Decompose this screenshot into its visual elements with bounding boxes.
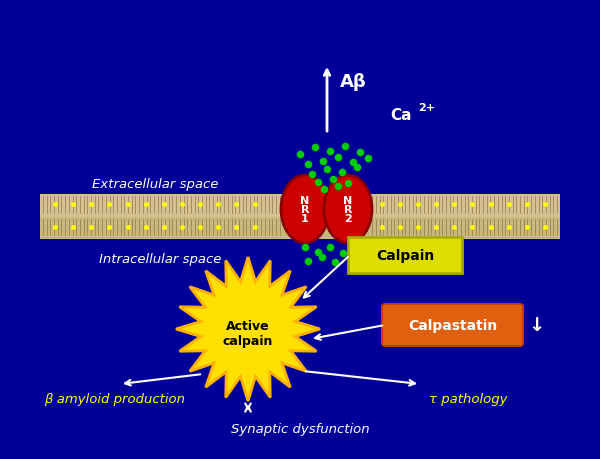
Text: ↓: ↓ xyxy=(528,316,544,335)
Text: 2+: 2+ xyxy=(418,103,435,113)
Text: β amyloid production: β amyloid production xyxy=(44,392,185,406)
Text: Synaptic dysfunction: Synaptic dysfunction xyxy=(230,423,370,436)
Ellipse shape xyxy=(324,176,372,243)
FancyBboxPatch shape xyxy=(382,304,523,346)
Text: Ca: Ca xyxy=(390,107,412,122)
Text: Aβ: Aβ xyxy=(340,73,367,91)
Ellipse shape xyxy=(281,176,329,243)
Text: Active
calpain: Active calpain xyxy=(223,319,273,347)
Text: τ pathology: τ pathology xyxy=(429,392,507,406)
Text: N
R
2: N R 2 xyxy=(343,196,353,224)
Text: Calpain: Calpain xyxy=(376,248,434,263)
Text: Extracellular space: Extracellular space xyxy=(92,178,218,191)
Bar xyxy=(40,195,560,217)
Polygon shape xyxy=(176,257,320,401)
Bar xyxy=(40,217,560,240)
Text: Calpastatin: Calpastatin xyxy=(408,318,497,332)
FancyBboxPatch shape xyxy=(348,237,462,274)
Text: N
R
1: N R 1 xyxy=(301,196,310,224)
Text: Intracellular space: Intracellular space xyxy=(99,253,221,266)
